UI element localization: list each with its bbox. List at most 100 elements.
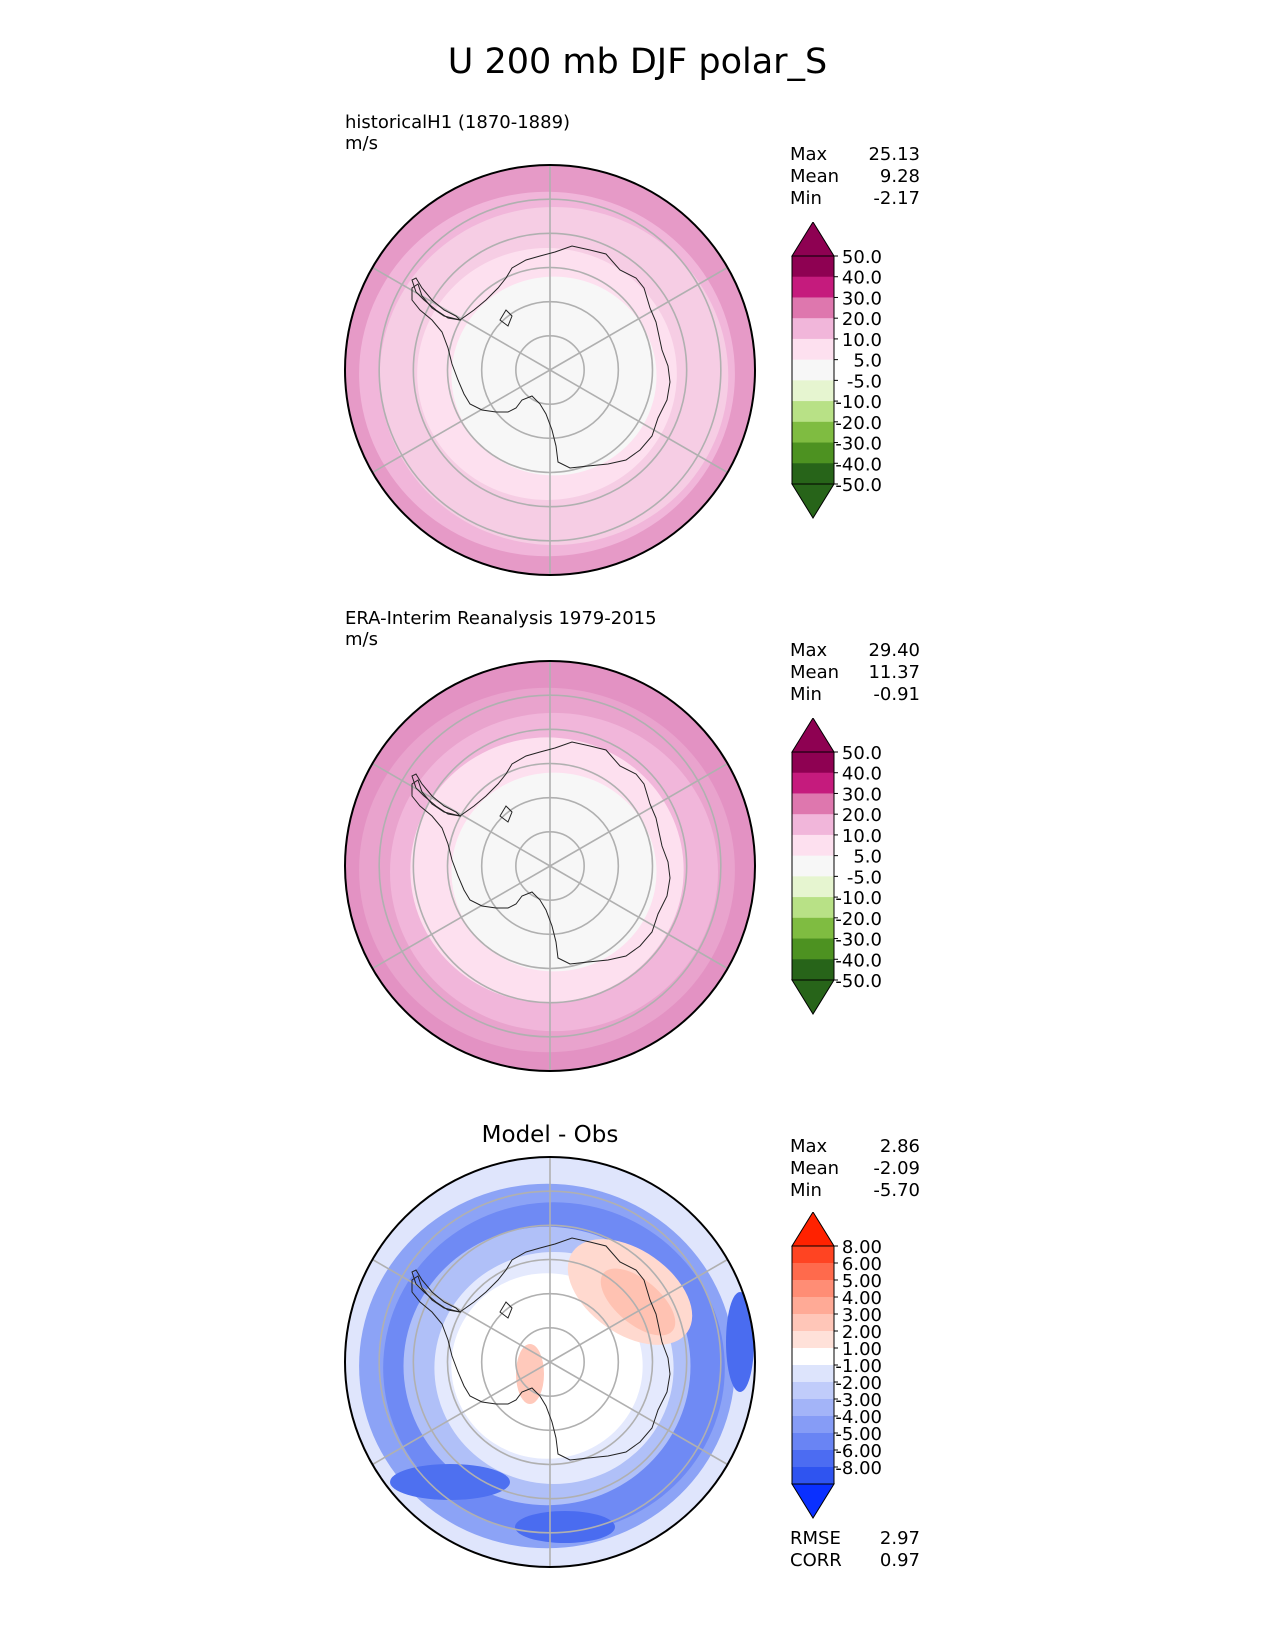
meridian-line	[549, 1361, 728, 1466]
reference-polar-map	[344, 660, 756, 1072]
colorbar-segment	[792, 1433, 834, 1451]
meridian-line	[372, 1361, 551, 1466]
colorbar-segment	[792, 1348, 834, 1366]
ice-shelf-coastline	[499, 1301, 513, 1319]
colorbar-segment	[792, 1416, 834, 1434]
figure-title: U 200 mb DJF polar_S	[447, 42, 828, 82]
stat-min-label: Min	[790, 1180, 822, 1201]
colorbar-extend-min	[791, 979, 835, 1015]
colorbar-tick-label: -40.0	[835, 950, 882, 971]
stat-mean-label: Mean	[790, 1158, 840, 1179]
colorbar-tick-label: 10.0	[842, 826, 882, 847]
colorbar-segment	[792, 876, 834, 898]
colorbar-tick-label: -50.0	[835, 971, 882, 992]
colorbar-tick-label: 3.00	[842, 1305, 882, 1326]
colorbar-segment	[792, 814, 834, 836]
meridian-line	[549, 762, 728, 867]
colorbar-segment	[792, 463, 834, 485]
stat-mean-value: -2.09	[873, 1158, 920, 1179]
colorbar-segment	[792, 855, 834, 877]
colorbar-tick-label: 5.0	[853, 351, 882, 372]
colorbar-segment	[792, 1263, 834, 1281]
field-layer	[345, 165, 755, 575]
colorbar-tick-label: -40.0	[835, 454, 882, 475]
corr-label: CORR	[790, 1550, 842, 1571]
stat-max-label: Max	[790, 144, 828, 165]
colorbar-tick-label: 30.0	[842, 288, 882, 309]
panel-reference-name: ERA-Interim Reanalysis 1979-2015	[345, 608, 657, 629]
colorbar-segment	[792, 793, 834, 815]
stat-mean-value: 11.37	[868, 662, 920, 683]
colorbar-extend-max	[791, 718, 835, 753]
colorbar-segment	[792, 959, 834, 981]
colorbar-extend-max	[791, 222, 835, 257]
colorbar-segment	[792, 338, 834, 361]
stat-mean-label: Mean	[790, 166, 840, 187]
colorbar-segment	[792, 772, 834, 794]
colorbar-segment	[792, 297, 834, 319]
colorbar-segment	[792, 1399, 834, 1417]
colorbar-tick-label: -20.0	[835, 909, 882, 930]
field-layer	[345, 661, 755, 1071]
colorbar-tick-label: 4.00	[842, 1288, 882, 1309]
colorbar-segment	[792, 938, 834, 960]
colorbar-segment	[792, 1467, 834, 1485]
colorbar-tick-label: 40.0	[842, 268, 882, 289]
colorbar-segment	[792, 1297, 834, 1315]
difference-colorbar: 8.006.005.004.003.002.001.00-1.00-2.00-3…	[791, 1212, 882, 1519]
colorbar-segment	[792, 318, 834, 340]
colorbar-extend-max	[791, 1212, 835, 1247]
stat-mean-label: Mean	[790, 662, 840, 683]
stat-min-label: Min	[790, 188, 822, 209]
colorbar-tick-label: 50.0	[842, 247, 882, 268]
colorbar-segment	[792, 421, 834, 444]
colorbar-tick-label: -50.0	[835, 475, 882, 496]
reference-colorbar: 50.040.030.020.010.05.0-5.0-10.0-20.0-30…	[791, 718, 882, 1015]
colorbar-frame	[791, 255, 835, 485]
colorbar-extend-min	[791, 483, 835, 519]
stat-min-value: -5.70	[873, 1180, 920, 1201]
colorbar-segment	[792, 1365, 834, 1383]
rmse-label: RMSE	[790, 1528, 841, 1549]
meridian-line	[549, 266, 728, 371]
peninsula-coastline	[411, 773, 462, 817]
test-polar-map	[344, 164, 756, 576]
colorbar-segment	[792, 401, 834, 423]
panel-test-label: historicalH1 (1870-1889) m/s	[345, 112, 570, 154]
field-band	[451, 276, 657, 476]
meridian-line	[372, 865, 551, 970]
stat-mean-value: 9.28	[879, 166, 920, 187]
colorbar-segment	[792, 1314, 834, 1332]
meridian-line	[372, 369, 551, 474]
colorbar-tick-label: -1.00	[835, 1356, 882, 1377]
stat-min-value: -2.17	[873, 188, 920, 209]
corr-value: 0.97	[879, 1550, 920, 1571]
panel-test-name: historicalH1 (1870-1889)	[345, 112, 571, 133]
colorbar-segment	[792, 897, 834, 919]
colorbar-tick-label: -30.0	[835, 930, 882, 951]
stat-max-value: 25.13	[868, 144, 920, 165]
panel-reference-units: m/s	[345, 629, 378, 650]
colorbar-segment	[792, 1450, 834, 1468]
stat-min-value: -0.91	[873, 684, 920, 705]
colorbar-extend-min	[791, 1483, 835, 1519]
stat-max-label: Max	[790, 1136, 828, 1157]
map-boundary	[344, 660, 756, 1072]
map-boundary	[344, 1156, 756, 1568]
colorbar-tick-label: -10.0	[835, 392, 882, 413]
colorbar-tick-label: -5.0	[847, 867, 882, 888]
colorbar-segment	[792, 834, 834, 857]
difference-title: Model - Obs	[481, 1122, 619, 1148]
colorbar-segment	[792, 1246, 834, 1264]
stat-max-value: 2.86	[879, 1136, 920, 1157]
colorbar-segment	[792, 359, 834, 381]
colorbar-tick-label: -3.00	[835, 1390, 882, 1411]
ice-shelf-coastline	[499, 805, 513, 823]
negative-anomaly	[390, 1464, 510, 1500]
colorbar-tick-label: 20.0	[842, 309, 882, 330]
colorbar-segment	[792, 380, 834, 402]
colorbar-tick-label: 40.0	[842, 764, 882, 785]
panel-reference-stats: Max 29.40 Mean 11.37 Min -0.91	[790, 640, 920, 706]
colorbar-tick-label: -5.00	[835, 1424, 882, 1445]
colorbar-tick-label: 50.0	[842, 743, 882, 764]
